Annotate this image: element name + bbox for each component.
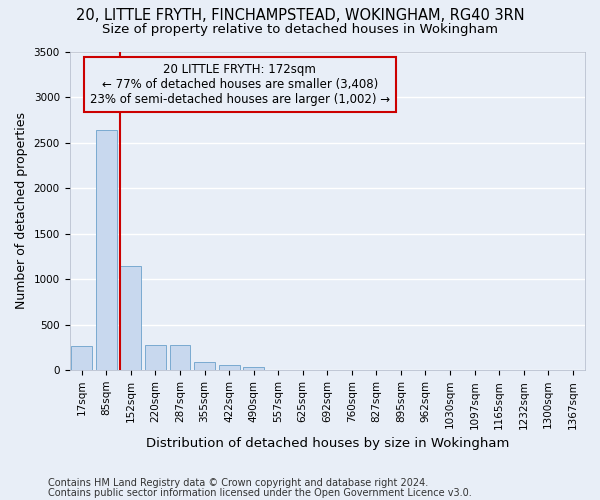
Text: 20, LITTLE FRYTH, FINCHAMPSTEAD, WOKINGHAM, RG40 3RN: 20, LITTLE FRYTH, FINCHAMPSTEAD, WOKINGH… (76, 8, 524, 22)
Bar (121, 266, 142, 370)
Bar (170, 344, 190, 370)
Bar (71, 346, 92, 370)
Bar (96, 130, 117, 370)
Bar (145, 344, 166, 370)
X-axis label: Distribution of detached houses by size in Wokingham: Distribution of detached houses by size … (146, 437, 509, 450)
Bar (194, 362, 215, 370)
Text: 20 LITTLE FRYTH: 172sqm
← 77% of detached houses are smaller (3,408)
23% of semi: 20 LITTLE FRYTH: 172sqm ← 77% of detache… (89, 62, 389, 106)
Y-axis label: Number of detached properties: Number of detached properties (15, 112, 28, 310)
Text: Contains HM Land Registry data © Crown copyright and database right 2024.: Contains HM Land Registry data © Crown c… (48, 478, 428, 488)
Text: Contains public sector information licensed under the Open Government Licence v3: Contains public sector information licen… (48, 488, 472, 498)
Text: Size of property relative to detached houses in Wokingham: Size of property relative to detached ho… (102, 22, 498, 36)
Bar (218, 364, 239, 370)
Bar (243, 366, 264, 370)
